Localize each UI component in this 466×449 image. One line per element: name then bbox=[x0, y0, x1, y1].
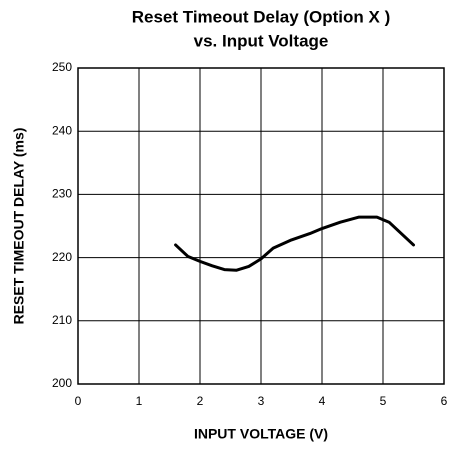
data-line bbox=[174, 215, 415, 272]
x-tick-label: 4 bbox=[319, 394, 326, 408]
y-tick-label: 240 bbox=[52, 123, 72, 137]
chart-title: vs. Input Voltage bbox=[194, 31, 329, 50]
y-tick-label: 210 bbox=[52, 313, 72, 327]
x-tick-label: 6 bbox=[441, 394, 448, 408]
x-tick-label: 0 bbox=[75, 394, 82, 408]
x-tick-label: 2 bbox=[197, 394, 204, 408]
x-tick-label: 3 bbox=[258, 394, 265, 408]
x-axis-label: INPUT VOLTAGE (V) bbox=[194, 426, 328, 442]
y-axis-label: RESET TIMEOUT DELAY (ms) bbox=[11, 128, 27, 325]
chart-title: Reset Timeout Delay (Option X ) bbox=[132, 7, 391, 26]
y-tick-label: 250 bbox=[52, 60, 72, 74]
y-tick-label: 200 bbox=[52, 376, 72, 390]
plot-frame bbox=[77, 67, 445, 385]
x-tick-label: 5 bbox=[380, 394, 387, 408]
y-tick-label: 230 bbox=[52, 187, 72, 201]
y-tick-label: 220 bbox=[52, 250, 72, 264]
x-tick-label: 1 bbox=[136, 394, 143, 408]
